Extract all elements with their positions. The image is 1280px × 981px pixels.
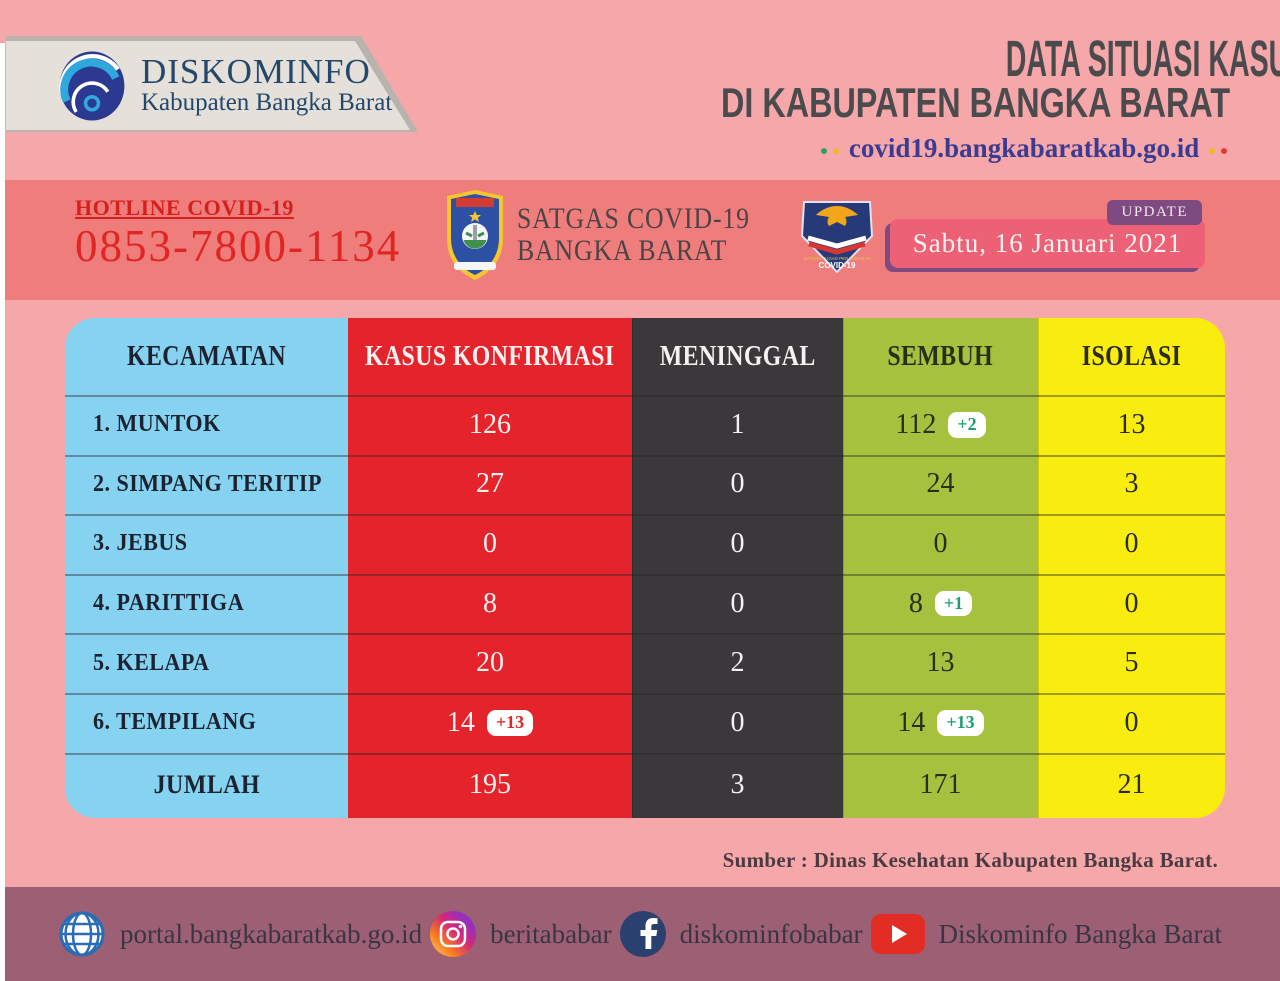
instagram-icon	[430, 911, 477, 957]
cell-isolasi: 0	[1038, 573, 1225, 634]
cell-meninggal: 1	[632, 395, 843, 455]
cell-kecamatan: 4. PARITTIGA	[65, 573, 348, 634]
cell-isolasi: 0	[1038, 692, 1225, 753]
facebook-icon	[619, 911, 666, 957]
total-label-cell: JUMLAH	[65, 752, 348, 818]
title-line-2: DI KABUPATEN BANGKA BARAT	[720, 79, 1230, 126]
globe-icon	[59, 911, 105, 957]
bangka-barat-shield-logo	[447, 190, 503, 280]
cell-kasus: 0	[348, 514, 632, 574]
cell-kasus: 8	[348, 573, 632, 634]
svg-text:COVID-19: COVID-19	[818, 261, 855, 270]
cell-kecamatan: 6. TEMPILANG	[65, 692, 348, 753]
col-header-isolasi: ISOLASI	[1038, 318, 1225, 395]
cell-kecamatan: 1. MUNTOK	[65, 395, 348, 455]
cell-meninggal: 0	[632, 514, 843, 574]
youtube-icon	[870, 914, 925, 954]
hotline-number: 0853-7800-1134	[75, 221, 402, 271]
cell-kasus: 27	[348, 454, 632, 515]
cell-meninggal: 2	[632, 633, 843, 693]
hotline-band: HOTLINE COVID-19 0853-7800-1134 SATGAS C…	[0, 180, 1280, 300]
cell-sembuh: 0	[843, 514, 1038, 574]
title-line-1: DATA SITUASI KASUS KONFIRMASI COVID-19	[1005, 30, 1280, 87]
dot-icon	[1221, 147, 1227, 154]
portal-url: portal.bangkabaratkab.go.id	[120, 918, 423, 949]
covid-cases-table: KECAMATAN KASUS KONFIRMASI MENINGGAL SEM…	[65, 318, 1225, 818]
col-header-kasus: KASUS KONFIRMASI	[348, 318, 632, 395]
col-header-sembuh: SEMBUH	[843, 318, 1038, 395]
facebook-handle: diskominfobabar	[679, 918, 863, 949]
total-isolasi-cell: 21	[1038, 752, 1225, 818]
total-kasus-cell: 195	[348, 752, 632, 818]
cell-isolasi: 0	[1038, 514, 1225, 574]
cell-kasus: 126	[348, 395, 632, 455]
left-white-edge	[0, 43, 5, 981]
dot-icon	[833, 147, 840, 154]
satgas-line-2: BANGKA BARAT	[517, 234, 728, 267]
cell-isolasi: 3	[1038, 454, 1225, 515]
cell-isolasi: 13	[1038, 395, 1225, 455]
cell-meninggal: 0	[632, 692, 843, 753]
col-header-meninggal: MENINGGAL	[632, 318, 843, 395]
satgas-block: SATGAS COVID-19 BANGKA BARAT SATUAN TUGA…	[445, 189, 874, 281]
cell-kecamatan: 3. JEBUS	[65, 514, 348, 574]
new-recovered-badge: +1	[934, 590, 973, 617]
satgas-covid19-pentagon-logo: SATUAN TUGAS PENANGANAN COVID-19	[800, 201, 873, 274]
youtube-channel: Diskominfo Bangka Barat	[938, 918, 1222, 949]
org-name: DISKOMINFO	[141, 51, 371, 91]
diskominfo-logo-icon	[59, 50, 125, 121]
social-footer: portal.bangkabaratkab.go.id beritababar …	[0, 887, 1280, 981]
date-box: Sabtu, 16 Januari 2021	[890, 219, 1205, 268]
cell-kasus: 20	[348, 633, 632, 693]
org-subtitle: Kabupaten Bangka Barat	[141, 88, 393, 116]
footer-item-instagram: beritababar	[430, 911, 612, 957]
total-meninggal-cell: 3	[632, 752, 843, 818]
cell-kecamatan: 5. KELAPA	[65, 633, 348, 693]
footer-item-portal: portal.bangkabaratkab.go.id	[58, 910, 422, 958]
total-sembuh-cell: 171	[843, 752, 1038, 818]
data-source-note: Sumber : Dinas Kesehatan Kabupaten Bangk…	[722, 848, 1218, 872]
satgas-title: SATGAS COVID-19 BANGKA BARAT	[517, 201, 788, 268]
footer-item-facebook: diskominfobabar	[619, 911, 863, 957]
cell-meninggal: 0	[632, 573, 843, 634]
cell-sembuh: 13	[843, 633, 1038, 693]
cell-kasus: 14 +13	[348, 692, 632, 753]
diskominfo-banner: DISKOMINFO Kabupaten Bangka Barat	[6, 41, 410, 130]
cell-meninggal: 0	[632, 454, 843, 515]
cell-sembuh: 24	[843, 454, 1038, 515]
cell-sembuh: 8 +1	[843, 573, 1038, 634]
cell-kecamatan: 2. SIMPANG TERITIP	[65, 454, 348, 515]
update-date-block: UPDATE Sabtu, 16 Januari 2021	[890, 200, 1210, 280]
new-recovered-badge: +2	[948, 412, 986, 438]
instagram-handle: beritababar	[490, 918, 612, 949]
footer-item-youtube: Diskominfo Bangka Barat	[870, 914, 1222, 954]
cell-sembuh: 14 +13	[843, 692, 1038, 753]
update-badge: UPDATE	[1107, 200, 1202, 225]
hotline-block: HOTLINE COVID-19 0853-7800-1134	[75, 195, 401, 273]
dot-icon	[1209, 147, 1215, 154]
new-recovered-badge: +13	[937, 709, 984, 736]
date-text: Sabtu, 16 Januari 2021	[912, 228, 1183, 258]
poster-title: DATA SITUASI KASUS KONFIRMASI COVID-19 D…	[510, 30, 1280, 164]
website-url: covid19.bangkabaratkab.go.id	[510, 133, 1230, 164]
satgas-line-1: SATGAS COVID-19	[517, 201, 750, 235]
cell-isolasi: 5	[1038, 633, 1225, 693]
col-header-kecamatan: KECAMATAN	[65, 318, 348, 395]
dot-icon	[821, 147, 828, 154]
new-cases-badge: +13	[486, 709, 534, 736]
svg-text:SATUAN TUGAS PENANGANAN: SATUAN TUGAS PENANGANAN	[803, 256, 870, 261]
hotline-label: HOTLINE COVID-19	[75, 195, 294, 220]
cell-sembuh: 112 +2	[843, 395, 1038, 455]
org-identity: DISKOMINFO Kabupaten Bangka Barat	[141, 54, 392, 118]
